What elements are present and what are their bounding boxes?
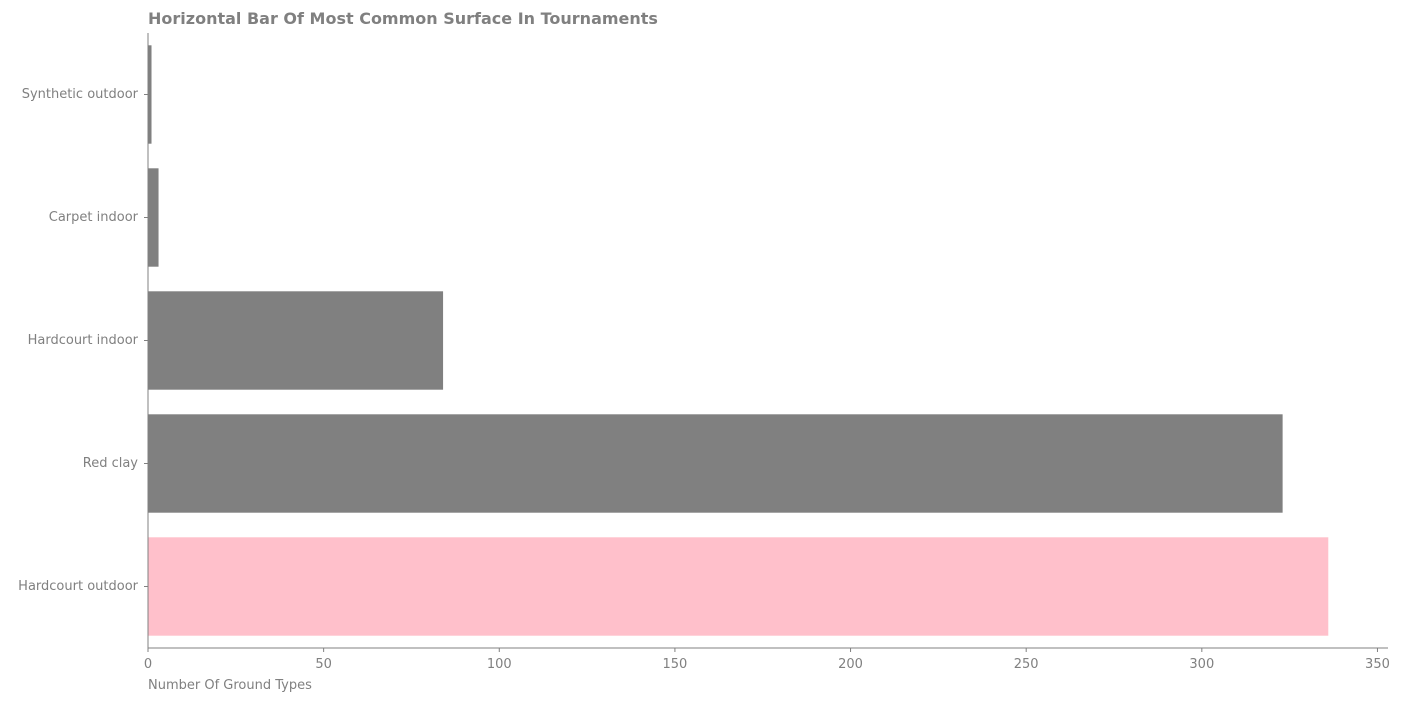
x-axis-label: Number Of Ground Types <box>148 678 312 693</box>
y-tick-label: Red clay <box>83 456 139 471</box>
y-tick-label: Hardcourt indoor <box>28 333 139 348</box>
x-tick-label: 0 <box>144 657 152 672</box>
x-ticks: 0 50 100 150 200 250 300 350 <box>144 648 1390 672</box>
bar-hardcourt-outdoor <box>148 537 1329 636</box>
x-tick-label: 350 <box>1365 657 1390 672</box>
bar-carpet-indoor <box>148 168 159 267</box>
y-tick-labels: Hardcourt outdoor Red clay Hardcourt indoo… <box>18 87 148 594</box>
x-tick-label: 250 <box>1014 657 1039 672</box>
bar-synthetic-outdoor <box>148 45 152 144</box>
x-tick-label: 150 <box>662 657 687 672</box>
bar-red-clay <box>148 414 1283 513</box>
chart-title: Horizontal Bar Of Most Common Surface In… <box>148 9 658 28</box>
x-tick-label: 200 <box>838 657 863 672</box>
y-tick-label: Hardcourt outdoor <box>18 579 138 594</box>
x-tick-label: 100 <box>487 657 512 672</box>
bar-hardcourt-indoor <box>148 291 444 390</box>
bars-group <box>148 45 1329 636</box>
y-tick-label: Synthetic outdoor <box>22 87 139 102</box>
y-tick-label: Carpet indoor <box>49 210 139 225</box>
x-tick-label: 50 <box>315 657 332 672</box>
x-tick-label: 300 <box>1189 657 1214 672</box>
